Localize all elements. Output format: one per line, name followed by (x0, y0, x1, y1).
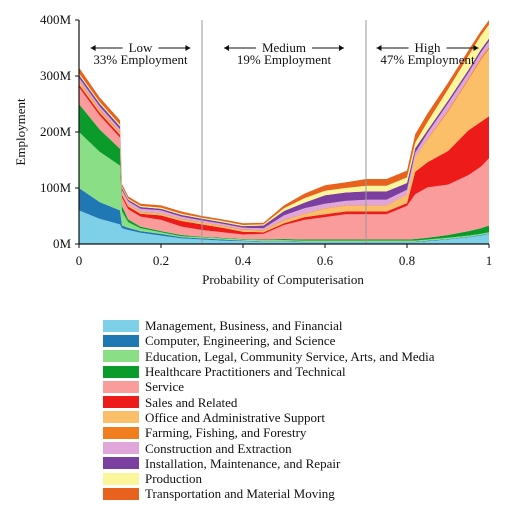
band-label-2: 47% Employment (380, 52, 475, 67)
band-dividers (201, 20, 367, 244)
legend-label-2: Education, Legal, Community Service, Art… (145, 348, 435, 364)
legend-label-3: Healthcare Practitioners and Technical (145, 364, 346, 380)
axes: 0M 100M 200M 300M 400M 0 0.2 0.4 0.6 0.8 1 (40, 12, 492, 268)
x-tick-label-5: 1 (486, 253, 493, 268)
legend-item-6: Office and Administrative Support (103, 410, 435, 425)
legend-label-11: Transportation and Material Moving (145, 486, 335, 502)
legend-item-0: Management, Business, and Financial (103, 318, 435, 333)
band-arrowhead-left-0 (90, 45, 96, 51)
band-arrowhead-right-2 (473, 45, 479, 51)
legend-swatch-0 (103, 319, 139, 332)
band-name-1: Medium (262, 40, 306, 55)
legend-swatch-11 (103, 487, 139, 500)
legend-item-7: Farming, Fishing, and Forestry (103, 425, 435, 440)
band-label-0: 33% Employment (93, 52, 188, 67)
legend-swatch-9 (103, 457, 139, 470)
y-tick-label-3: 300M (40, 68, 72, 83)
y-axis-title: Employment (13, 98, 28, 166)
y-tick-label-1: 100M (40, 180, 72, 195)
legend-swatch-2 (103, 350, 139, 363)
legend-swatch-4 (103, 380, 139, 393)
x-tick-label-3: 0.6 (317, 253, 334, 268)
stacked-areas (79, 20, 489, 244)
x-axis-title: Probability of Computerisation (202, 272, 364, 287)
legend-item-5: Sales and Related (103, 394, 435, 410)
area-series-0 (79, 210, 489, 244)
x-tick-label-0: 0 (76, 253, 83, 268)
legend-swatch-8 (103, 442, 139, 455)
legend-label-9: Installation, Maintenance, and Repair (145, 455, 341, 471)
legend-swatch-5 (103, 396, 139, 409)
x-tick-label-4: 0.8 (399, 253, 415, 268)
legend-swatch-1 (103, 334, 139, 347)
legend-item-11: Transportation and Material Moving (103, 486, 435, 501)
band-label-1: 19% Employment (237, 52, 332, 67)
legend-item-4: Service (103, 379, 435, 394)
y-tick-label-0: 0M (53, 236, 72, 251)
legend-label-10: Production (145, 471, 203, 487)
band-arrowhead-left-1 (223, 45, 229, 51)
x-tick-label-2: 0.4 (235, 253, 252, 268)
band-arrowhead-right-1 (339, 45, 345, 51)
legend-swatch-6 (103, 411, 139, 424)
band-name-2: High (415, 40, 442, 55)
x-tick-label-1: 0.2 (153, 253, 169, 268)
legend-item-1: Computer, Engineering, and Science (103, 333, 435, 348)
legend-label-1: Computer, Engineering, and Science (145, 333, 336, 349)
legend-item-9: Installation, Maintenance, and Repair (103, 456, 435, 471)
legend: Management, Business, and Financial Compu… (103, 318, 435, 502)
legend-label-5: Sales and Related (145, 394, 238, 410)
y-tick-label-4: 400M (40, 12, 72, 27)
area-series-4 (79, 87, 489, 240)
legend-item-10: Production (103, 471, 435, 486)
legend-label-8: Construction and Extraction (145, 440, 292, 456)
legend-swatch-10 (103, 472, 139, 485)
legend-item-8: Construction and Extraction (103, 440, 435, 456)
legend-swatch-7 (103, 426, 139, 439)
band-arrowhead-left-2 (376, 45, 382, 51)
y-tick-label-2: 200M (40, 124, 72, 139)
legend-item-3: Healthcare Practitioners and Technical (103, 364, 435, 379)
band-name-0: Low (129, 40, 153, 55)
legend-label-6: Office and Administrative Support (145, 409, 325, 425)
legend-label-4: Service (145, 379, 184, 395)
legend-item-2: Education, Legal, Community Service, Art… (103, 349, 435, 364)
band-arrowhead-right-0 (185, 45, 191, 51)
legend-label-0: Management, Business, and Financial (145, 318, 343, 334)
legend-swatch-3 (103, 365, 139, 378)
legend-label-7: Farming, Fishing, and Forestry (145, 425, 307, 441)
